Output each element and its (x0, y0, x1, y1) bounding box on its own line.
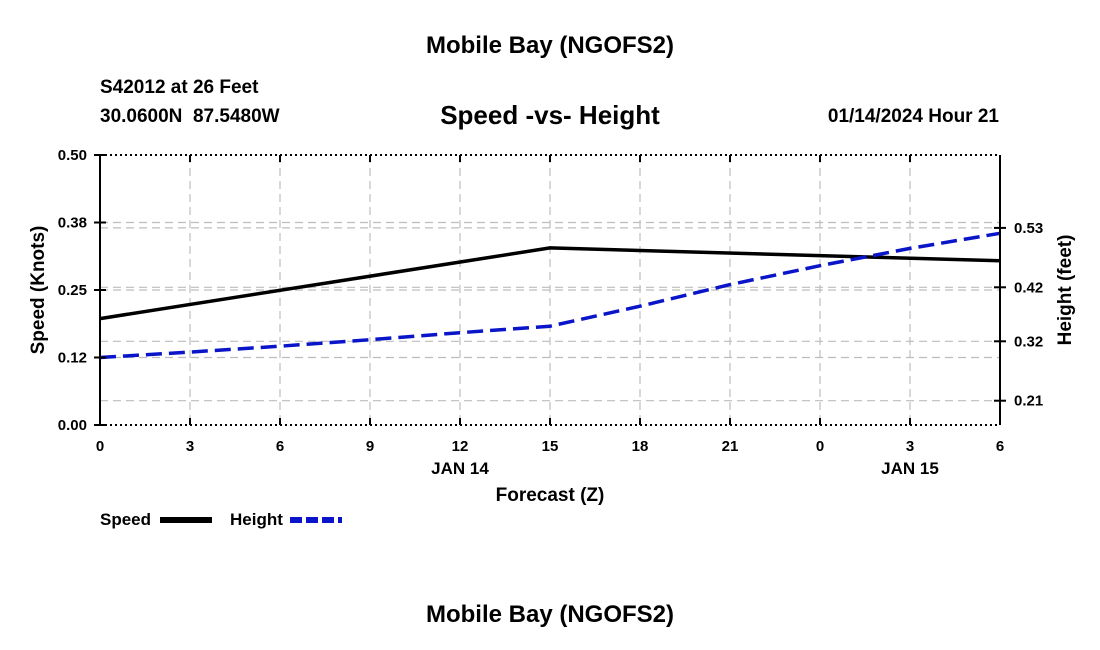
height-series-line (99, 231, 1001, 360)
x-tick-label: 18 (632, 438, 649, 455)
y-tick-label: 0.50 (58, 147, 87, 164)
y2-tick-label: 0.32 (1014, 333, 1043, 350)
y2-axis-title: Height (feet) (1055, 235, 1076, 346)
date-label: JAN 14 (431, 459, 489, 478)
y2-tick-label: 0.21 (1014, 393, 1043, 410)
y-axis-title: Speed (Knots) (28, 226, 49, 355)
y-tick-label: 0.25 (58, 282, 87, 299)
y-tick-label: 0.38 (58, 215, 87, 232)
footer-title: Mobile Bay (NGOFS2) (425, 601, 675, 628)
station-label: S42012 at 26 Feet (100, 77, 259, 98)
y2-tick-label: 0.53 (1014, 220, 1043, 237)
x-tick-label: 21 (722, 438, 739, 455)
page-title: Mobile Bay (NGOFS2) (425, 32, 675, 59)
speed-series-line (99, 246, 1001, 321)
coordinates-label: 30.0600N 87.5480W (100, 106, 280, 127)
y-tick-label: 0.00 (58, 417, 87, 434)
y2-tick-label: 0.42 (1014, 279, 1043, 296)
x-tick-label: 6 (996, 438, 1004, 455)
x-tick-label: 9 (366, 438, 374, 455)
x-tick-label: 0 (96, 438, 104, 455)
x-tick-label: 0 (816, 438, 824, 455)
x-axis-title: Forecast (Z) (496, 485, 605, 506)
legend-label-speed: Speed (100, 510, 151, 529)
x-tick-label: 3 (186, 438, 194, 455)
legend-label-height: Height (230, 510, 283, 529)
date-label: JAN 15 (881, 459, 939, 478)
x-tick-label: 3 (906, 438, 914, 455)
chart-title: Speed -vs- Height (440, 100, 660, 130)
x-tick-label: 12 (452, 438, 469, 455)
x-tick-label: 6 (276, 438, 284, 455)
y-tick-label: 0.12 (58, 350, 87, 367)
x-tick-label: 15 (542, 438, 559, 455)
forecast-datetime: 01/14/2024 Hour 21 (827, 106, 999, 127)
